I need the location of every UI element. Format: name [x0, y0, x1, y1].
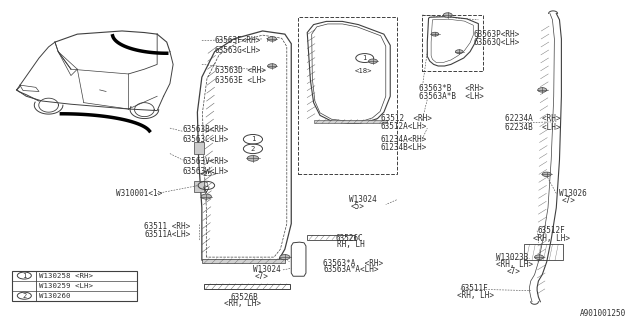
- Text: W130259 <LH>: W130259 <LH>: [39, 283, 93, 289]
- Text: 1: 1: [363, 55, 367, 61]
- Text: 2: 2: [251, 146, 255, 152]
- Text: 63563B<RH>: 63563B<RH>: [182, 125, 229, 134]
- Text: 62234B  <LH>: 62234B <LH>: [505, 123, 561, 132]
- Text: 63563F<RH>: 63563F<RH>: [214, 36, 261, 45]
- Text: 63563G<LH>: 63563G<LH>: [214, 45, 261, 55]
- Text: W13024: W13024: [349, 195, 376, 204]
- Text: 63563A*A<LH>: 63563A*A<LH>: [323, 265, 379, 274]
- Text: <7>: <7>: [507, 267, 521, 276]
- Circle shape: [542, 172, 551, 177]
- Circle shape: [280, 255, 290, 260]
- Circle shape: [369, 59, 378, 63]
- Text: 63512  <RH>: 63512 <RH>: [381, 114, 431, 123]
- Text: T: T: [266, 38, 269, 43]
- Text: <RH, LH>: <RH, LH>: [495, 260, 532, 268]
- Text: <7>: <7>: [254, 272, 268, 281]
- Text: RH, LH: RH, LH: [337, 240, 365, 249]
- Text: <15>: <15>: [200, 171, 218, 177]
- Circle shape: [431, 32, 439, 36]
- Text: W130260: W130260: [39, 293, 70, 299]
- Circle shape: [268, 37, 276, 41]
- Text: 63511 <RH>: 63511 <RH>: [145, 222, 191, 231]
- Circle shape: [456, 50, 463, 53]
- Text: W130258 <RH>: W130258 <RH>: [39, 273, 93, 278]
- Text: <7>: <7>: [561, 196, 575, 205]
- Text: 63526B: 63526B: [230, 293, 259, 302]
- Bar: [202, 259, 285, 263]
- Text: <RH, LH>: <RH, LH>: [532, 234, 570, 243]
- Text: 63563E <LH>: 63563E <LH>: [214, 76, 266, 85]
- Text: 63563Q<LH>: 63563Q<LH>: [473, 38, 520, 47]
- Text: W13026: W13026: [559, 189, 588, 198]
- Text: W310001<1>: W310001<1>: [116, 189, 162, 198]
- Text: 63563A*B  <LH>: 63563A*B <LH>: [419, 92, 484, 101]
- Bar: [12, 270, 137, 301]
- Circle shape: [444, 13, 452, 17]
- Text: 63511F: 63511F: [461, 284, 488, 293]
- Text: 63563C<LH>: 63563C<LH>: [182, 135, 229, 144]
- Bar: [193, 181, 204, 192]
- Bar: [298, 17, 397, 174]
- Bar: [193, 142, 204, 154]
- Text: W130233: W130233: [495, 252, 528, 262]
- Text: 1: 1: [251, 136, 255, 142]
- Text: 63563D <RH>: 63563D <RH>: [214, 66, 266, 75]
- Text: <RH, LH>: <RH, LH>: [224, 300, 261, 308]
- Text: <5>: <5>: [351, 202, 365, 211]
- Text: 63563V<RH>: 63563V<RH>: [182, 157, 229, 166]
- Text: 1: 1: [22, 273, 26, 278]
- Text: 63526C: 63526C: [336, 234, 364, 243]
- Text: 63512F: 63512F: [537, 226, 565, 235]
- Text: 61234A<RH>: 61234A<RH>: [381, 135, 427, 144]
- Bar: [524, 244, 563, 260]
- Text: 63563*A  <RH>: 63563*A <RH>: [323, 259, 383, 268]
- Text: 63512A<LH>: 63512A<LH>: [381, 122, 427, 131]
- Text: 63563*B   <RH>: 63563*B <RH>: [419, 84, 484, 93]
- Text: 63511A<LH>: 63511A<LH>: [145, 230, 191, 239]
- Circle shape: [247, 156, 259, 161]
- Circle shape: [201, 194, 211, 199]
- Circle shape: [538, 88, 547, 92]
- Bar: [307, 235, 355, 240]
- Text: 2: 2: [22, 293, 26, 299]
- Text: 1: 1: [204, 182, 209, 188]
- Text: 63563W<LH>: 63563W<LH>: [182, 167, 229, 176]
- Text: <RH, LH>: <RH, LH>: [458, 292, 494, 300]
- Bar: [314, 119, 387, 123]
- Text: W13024: W13024: [253, 265, 281, 274]
- Text: 63563P<RH>: 63563P<RH>: [473, 30, 520, 39]
- Bar: [422, 15, 483, 71]
- Text: A901001250: A901001250: [580, 309, 627, 318]
- Text: <18>: <18>: [355, 68, 372, 74]
- Bar: [204, 284, 290, 289]
- Text: 61234B<LH>: 61234B<LH>: [381, 143, 427, 152]
- Circle shape: [534, 255, 543, 259]
- Text: 62234A  <RH>: 62234A <RH>: [505, 114, 561, 123]
- Circle shape: [268, 64, 276, 68]
